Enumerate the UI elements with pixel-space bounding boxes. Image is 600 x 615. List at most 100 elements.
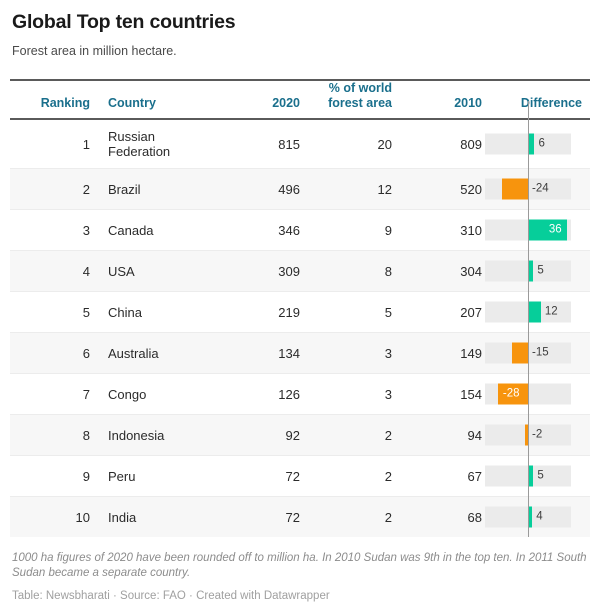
cell-2010: 154 xyxy=(392,373,482,415)
cell-2010: 94 xyxy=(392,414,482,456)
cell-percent: 12 xyxy=(300,168,392,210)
table-row: 7 Congo 126 3 154 -28 xyxy=(10,373,590,415)
cell-2020: 92 xyxy=(208,414,300,456)
cell-percent: 3 xyxy=(300,332,392,374)
cell-country: Canada xyxy=(90,209,208,251)
cell-difference: 5 xyxy=(482,250,590,292)
difference-value-label: 5 xyxy=(537,264,544,277)
difference-bar-negative xyxy=(511,342,528,364)
footnote: 1000 ha figures of 2020 have been rounde… xyxy=(12,552,587,579)
difference-value-label: 6 xyxy=(538,137,545,150)
difference-bar-track: -28 xyxy=(485,383,571,405)
difference-bar-negative xyxy=(525,424,528,446)
table-row: 10 India 72 2 68 4 xyxy=(10,496,590,537)
difference-bar-positive xyxy=(528,506,533,528)
cell-ranking: 1 xyxy=(10,119,90,169)
cell-2010: 520 xyxy=(392,168,482,210)
difference-bar-negative xyxy=(497,383,528,405)
cell-ranking: 10 xyxy=(10,496,90,537)
cell-country: USA xyxy=(90,250,208,292)
table-row: 5 China 219 5 207 12 xyxy=(10,291,590,333)
difference-bar-cell: 4 xyxy=(482,506,582,528)
cell-ranking: 9 xyxy=(10,455,90,497)
difference-value-label: 5 xyxy=(537,469,544,482)
difference-bar-cell: 5 xyxy=(482,260,582,282)
difference-bar-track: -2 xyxy=(485,424,571,446)
table-row: 8 Indonesia 92 2 94 -2 xyxy=(10,414,590,456)
difference-bar-negative xyxy=(502,178,528,200)
cell-country: India xyxy=(90,496,208,537)
difference-value-label: 12 xyxy=(544,305,558,318)
table-row: 9 Peru 72 2 67 5 xyxy=(10,455,590,497)
column-header-difference[interactable]: Difference xyxy=(520,96,582,110)
cell-country: Russian Federation xyxy=(90,119,208,169)
cell-2020: 134 xyxy=(208,332,300,374)
column-header-ranking[interactable]: Ranking xyxy=(40,96,90,110)
table-container: Ranking Country 2020 % of world forest a… xyxy=(10,79,590,537)
cell-difference: -28 xyxy=(482,373,590,415)
cell-ranking: 7 xyxy=(10,373,90,415)
difference-bar-track: 5 xyxy=(485,465,571,487)
difference-bar-track: 36 xyxy=(485,219,571,241)
cell-difference: 6 xyxy=(482,119,590,169)
column-header-percent[interactable]: % of world forest area xyxy=(328,81,392,110)
cell-percent: 8 xyxy=(300,250,392,292)
cell-difference: -15 xyxy=(482,332,590,374)
difference-value-label: -24 xyxy=(532,182,549,195)
cell-difference: 12 xyxy=(482,291,590,333)
cell-ranking: 5 xyxy=(10,291,90,333)
cell-2020: 72 xyxy=(208,455,300,497)
cell-difference: 5 xyxy=(482,455,590,497)
table-row: 3 Canada 346 9 310 36 xyxy=(10,209,590,251)
cell-2010: 68 xyxy=(392,496,482,537)
cell-difference: -24 xyxy=(482,168,590,210)
cell-percent: 2 xyxy=(300,414,392,456)
cell-country: Peru xyxy=(90,455,208,497)
difference-bar-track: -24 xyxy=(485,178,571,200)
difference-bar-cell: 6 xyxy=(482,133,582,155)
difference-bar-track: 12 xyxy=(485,301,571,323)
cell-2010: 809 xyxy=(392,119,482,169)
difference-bar-positive xyxy=(528,301,541,323)
column-header-2020[interactable]: 2020 xyxy=(272,96,300,110)
cell-country: Australia xyxy=(90,332,208,374)
table-row: 4 USA 309 8 304 5 xyxy=(10,250,590,292)
table-body: 1 Russian Federation 815 20 809 6 2 Brazil 496 12… xyxy=(10,119,590,537)
difference-bar-positive xyxy=(528,133,535,155)
cell-percent: 5 xyxy=(300,291,392,333)
difference-bar-cell: -15 xyxy=(482,342,582,364)
difference-bar-cell: 12 xyxy=(482,301,582,323)
column-header-2010[interactable]: 2010 xyxy=(454,96,482,110)
difference-bar-track: 4 xyxy=(485,506,571,528)
cell-2020: 126 xyxy=(208,373,300,415)
difference-bar-cell: -2 xyxy=(482,424,582,446)
difference-bar-positive xyxy=(528,465,534,487)
header-row: Ranking Country 2020 % of world forest a… xyxy=(10,80,590,119)
difference-bar-cell: 36 xyxy=(482,219,582,241)
difference-bar-positive xyxy=(528,219,567,241)
cell-2010: 149 xyxy=(392,332,482,374)
cell-difference: 36 xyxy=(482,209,590,251)
page-title: Global Top ten countries xyxy=(12,11,236,33)
difference-bar-track: 6 xyxy=(485,133,571,155)
cell-difference: -2 xyxy=(482,414,590,456)
column-header-country[interactable]: Country xyxy=(108,96,156,110)
table-row: 2 Brazil 496 12 520 -24 xyxy=(10,168,590,210)
cell-country: Indonesia xyxy=(90,414,208,456)
cell-ranking: 4 xyxy=(10,250,90,292)
cell-percent: 2 xyxy=(300,496,392,537)
cell-ranking: 2 xyxy=(10,168,90,210)
difference-bar-cell: -24 xyxy=(482,178,582,200)
difference-bar-positive xyxy=(528,260,534,282)
table-row: 6 Australia 134 3 149 -15 xyxy=(10,332,590,374)
cell-country: Brazil xyxy=(90,168,208,210)
cell-percent: 9 xyxy=(300,209,392,251)
forest-area-table: Ranking Country 2020 % of world forest a… xyxy=(10,79,590,537)
cell-2020: 309 xyxy=(208,250,300,292)
difference-bar-track: -15 xyxy=(485,342,571,364)
cell-2020: 496 xyxy=(208,168,300,210)
table-header: Ranking Country 2020 % of world forest a… xyxy=(10,80,590,119)
difference-bar-track: 5 xyxy=(485,260,571,282)
cell-2010: 304 xyxy=(392,250,482,292)
